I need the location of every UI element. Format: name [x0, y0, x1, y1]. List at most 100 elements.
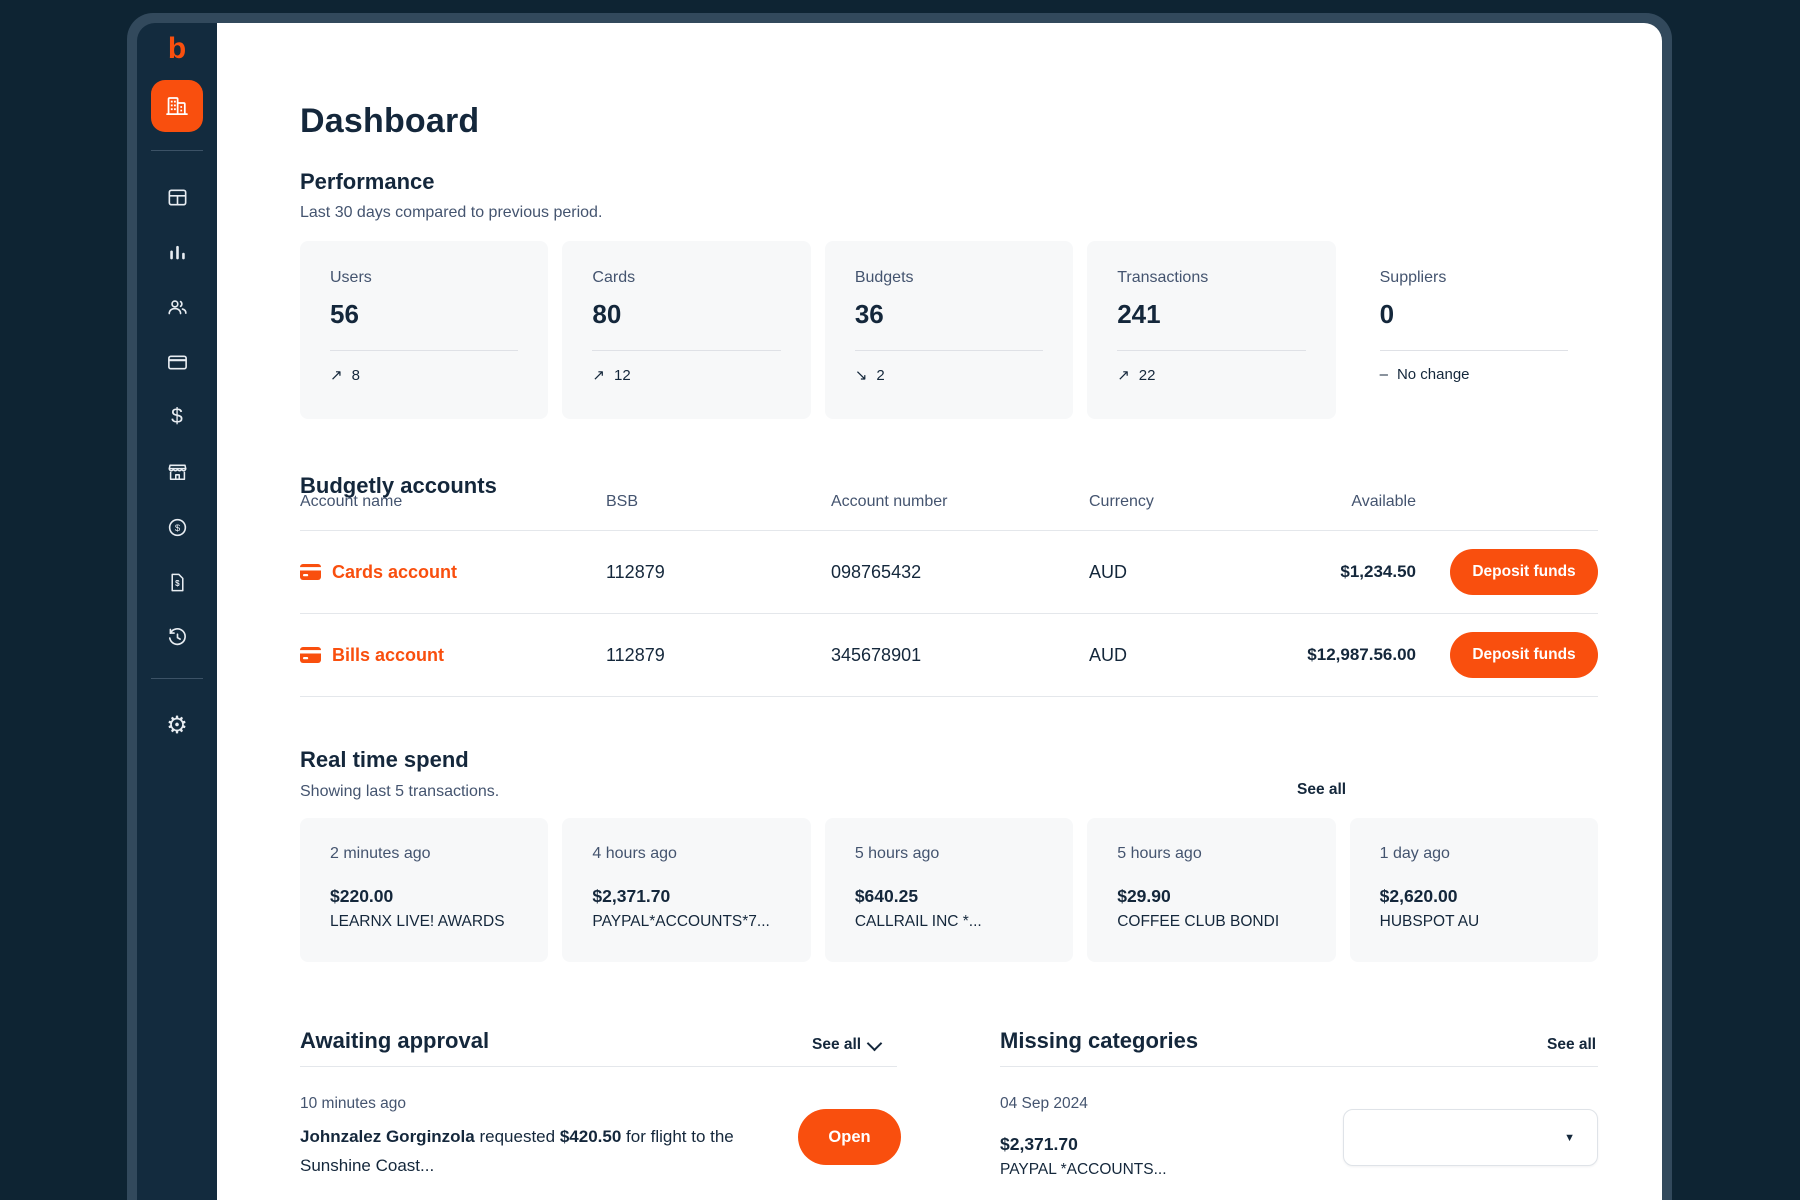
spend-amount: $2,371.70 — [592, 886, 671, 906]
dollar-icon: $ — [171, 405, 183, 428]
sidebar-item-cards[interactable] — [137, 342, 217, 382]
account-name-link[interactable]: Cards account — [300, 562, 606, 583]
stat-value: 0 — [1379, 299, 1395, 329]
trend-up-icon: ↗ — [1117, 367, 1130, 384]
account-row-cards: Cards account 112879 098765432 AUD $1,23… — [300, 531, 1598, 614]
approval-see-all-link[interactable]: See all — [812, 1035, 883, 1054]
spend-time: 5 hours ago — [1117, 845, 1202, 862]
spend-merchant: PAYPAL*ACCOUNTS*7... — [592, 913, 770, 930]
dollar-circle-icon: $ — [166, 516, 189, 539]
accounts-table: Account name BSB Account number Currency… — [300, 493, 1598, 697]
missing-merchant: PAYPAL *ACCOUNTS... — [1000, 1161, 1167, 1178]
stat-delta: – No change — [1380, 366, 1572, 383]
main-content: Dashboard Performance Last 30 days compa… — [217, 23, 1662, 1200]
performance-cards: Users 56 ↗ 8 Cards 80 ↗ — [300, 241, 1599, 419]
account-name-link[interactable]: Bills account — [300, 645, 606, 666]
stat-divider — [1117, 350, 1306, 351]
stat-delta: ↗ 22 — [1117, 366, 1309, 385]
stat-delta: ↗ 12 — [592, 366, 784, 385]
spend-time: 5 hours ago — [854, 845, 940, 862]
deposit-funds-button[interactable]: Deposit funds — [1450, 632, 1598, 678]
spend-amount: $640.25 — [854, 886, 919, 906]
approval-time: 10 minutes ago — [300, 1095, 406, 1112]
col-currency: Currency — [1089, 493, 1154, 510]
performance-heading: Performance — [300, 169, 435, 194]
stat-delta-label: 2 — [876, 366, 885, 384]
sidebar-item-analytics[interactable] — [137, 232, 217, 272]
sidebar-item-dashboard[interactable] — [151, 80, 203, 132]
missing-see-all-link[interactable]: See all — [1547, 1036, 1597, 1053]
stat-label: Transactions — [1117, 269, 1209, 286]
history-icon — [166, 626, 189, 649]
accounts-table-header: Account name BSB Account number Currency… — [300, 493, 1598, 531]
spend-card: 5 hours ago $29.90 COFFEE CLUB BONDI — [1087, 818, 1336, 962]
category-dropdown[interactable]: ▼ — [1343, 1109, 1598, 1166]
account-available: $1,234.50 — [1340, 562, 1416, 581]
account-available: $12,987.56.00 — [1307, 645, 1416, 664]
stat-value: 36 — [854, 299, 884, 329]
sidebar-item-suppliers[interactable] — [137, 452, 217, 492]
stat-value: 241 — [1117, 299, 1161, 329]
sidebar-item-budgets[interactable]: $ — [137, 507, 217, 547]
approval-heading: Awaiting approval — [300, 1028, 490, 1053]
stat-divider — [592, 350, 781, 351]
account-number: 098765432 — [831, 561, 922, 582]
spend-merchant: LEARNX LIVE! AWARDS — [330, 913, 505, 930]
invoice-icon: $ — [166, 571, 189, 594]
stat-label: Cards — [592, 269, 636, 286]
svg-text:$: $ — [175, 579, 180, 588]
spend-card: 4 hours ago $2,371.70 PAYPAL*ACCOUNTS*7.… — [562, 818, 811, 962]
approval-text: for flight to the Sunshine Coast... — [300, 1127, 734, 1175]
stat-card-transactions: Transactions 241 ↗ 22 — [1087, 241, 1336, 419]
stat-divider — [330, 350, 519, 351]
spend-card: 1 day ago $2,620.00 HUBSPOT AU — [1349, 818, 1599, 962]
spend-merchant: COFFEE CLUB BONDI — [1117, 913, 1280, 930]
stat-label: Budgets — [854, 269, 914, 286]
stat-delta-label: 22 — [1138, 366, 1156, 384]
sidebar-item-settings[interactable]: ⚙ — [137, 706, 217, 746]
sidebar-item-layout[interactable] — [137, 177, 217, 217]
chevron-down-icon — [866, 1035, 883, 1051]
no-change-icon: – — [1379, 366, 1388, 383]
approval-amount: $420.50 — [559, 1127, 622, 1146]
sidebar: b — [137, 23, 217, 1200]
stat-card-budgets: Budgets 36 ↘ 2 — [824, 241, 1074, 419]
see-all-label: See all — [812, 1036, 862, 1053]
dropdown-caret-icon: ▼ — [1564, 1131, 1575, 1144]
account-currency: AUD — [1089, 644, 1128, 665]
spend-merchant: CALLRAIL INC *... — [854, 913, 982, 930]
deposit-funds-button[interactable]: Deposit funds — [1450, 549, 1598, 595]
account-name-label: Cards account — [332, 561, 458, 582]
sidebar-item-spend[interactable]: $ — [137, 397, 217, 437]
sidebar-item-invoices[interactable]: $ — [137, 562, 217, 602]
spend-amount: $2,620.00 — [1379, 886, 1458, 906]
app-logo: b — [137, 29, 217, 69]
sidebar-divider — [151, 150, 203, 151]
stat-delta: ↗ 8 — [330, 366, 522, 385]
svg-text:$: $ — [174, 522, 180, 533]
trend-up-icon: ↗ — [330, 367, 343, 384]
stat-delta: ↘ 2 — [854, 366, 1047, 385]
account-bsb: 112879 — [606, 561, 665, 582]
stat-divider — [1379, 350, 1569, 351]
bar-chart-icon — [166, 241, 189, 264]
sidebar-item-users[interactable] — [137, 287, 217, 327]
open-button[interactable]: Open — [798, 1109, 901, 1165]
missing-amount: $2,371.70 — [1000, 1134, 1078, 1154]
store-icon — [166, 461, 189, 484]
trend-down-icon: ↘ — [854, 367, 868, 384]
stat-label: Users — [330, 269, 372, 286]
spend-card: 2 minutes ago $220.00 LEARNX LIVE! AWARD… — [300, 818, 549, 962]
stat-delta-label: No change — [1396, 366, 1470, 383]
sidebar-divider — [151, 678, 203, 679]
sidebar-item-history[interactable] — [137, 617, 217, 657]
approval-text: requested — [479, 1127, 556, 1146]
stat-value: 56 — [330, 299, 359, 329]
spend-see-all-link[interactable]: See all — [1297, 781, 1347, 798]
stat-label: Suppliers — [1379, 269, 1447, 286]
spend-cards: 2 minutes ago $220.00 LEARNX LIVE! AWARD… — [300, 818, 1599, 962]
missing-date: 04 Sep 2024 — [1000, 1095, 1088, 1112]
account-currency: AUD — [1089, 561, 1128, 582]
account-bsb: 112879 — [606, 644, 665, 665]
